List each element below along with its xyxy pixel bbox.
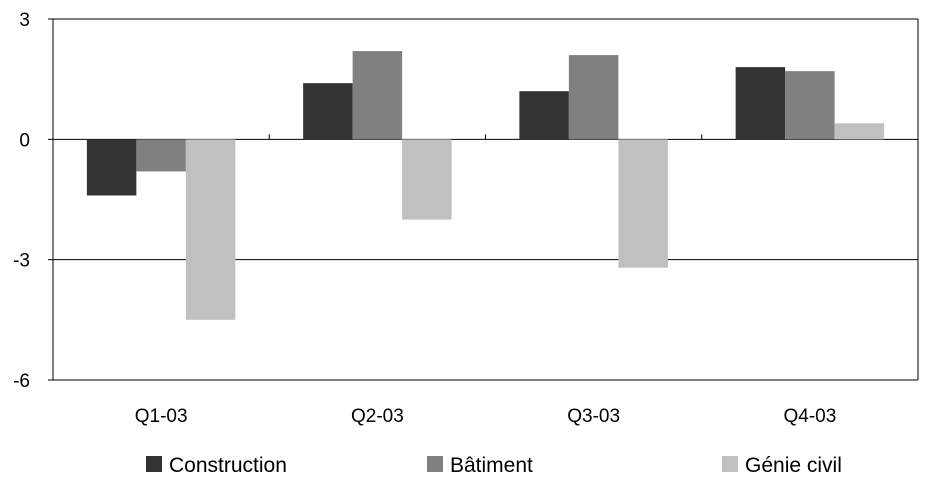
legend-label: Construction: [169, 454, 287, 474]
bar-g-nie-civil-q4-03: [834, 123, 885, 140]
bar-construction-q3-03: [519, 91, 569, 140]
x-tick-label: Q3-03: [567, 406, 620, 427]
bar-b-timent-q1-03: [136, 139, 186, 172]
x-tick-labels: Q1-03 Q2-03 Q3-03 Q4-03: [135, 406, 837, 427]
y-tick-labels: 3 0 -3 -6: [13, 10, 30, 392]
y-tick-label: 3: [19, 10, 30, 31]
legend: Construction Bâtiment Génie civil: [146, 454, 842, 477]
x-tick-label: Q4-03: [783, 406, 836, 427]
bar-b-timent-q3-03: [568, 55, 619, 140]
axes: [48, 18, 919, 381]
legend-swatch: [146, 456, 162, 472]
x-tick-label: Q2-03: [351, 406, 404, 427]
y-tick-label: -6: [13, 371, 30, 392]
bar-construction-q1-03: [86, 139, 137, 196]
y-tick-label: -3: [13, 251, 30, 272]
legend-label: Génie civil: [745, 454, 842, 474]
legend-label: Bâtiment: [450, 454, 533, 474]
bar-b-timent-q4-03: [785, 71, 835, 140]
y-tick-label: 0: [19, 130, 30, 151]
bar-construction-q4-03: [735, 67, 786, 140]
bars: [86, 51, 885, 320]
bar-g-nie-civil-q1-03: [185, 139, 236, 320]
x-tick-label: Q1-03: [135, 406, 188, 427]
bar-b-timent-q2-03: [352, 51, 403, 140]
bar-g-nie-civil-q2-03: [402, 139, 452, 220]
legend-swatch: [427, 456, 443, 472]
bar-construction-q2-03: [303, 83, 353, 140]
legend-swatch: [722, 456, 738, 472]
bar-g-nie-civil-q3-03: [618, 139, 668, 268]
